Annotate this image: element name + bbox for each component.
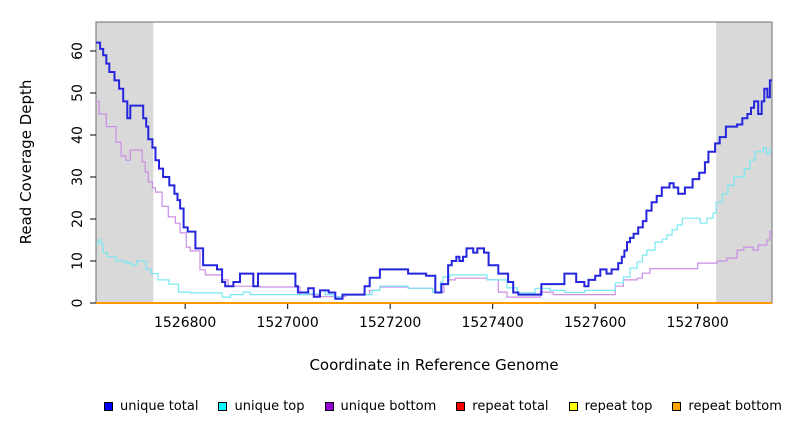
series-line-unique-bottom: [96, 100, 772, 298]
shaded-region-band-1: [716, 22, 772, 303]
legend-label: repeat bottom: [688, 399, 782, 414]
legend-item-unique-top: unique top: [218, 399, 305, 414]
y-tick-label: 40: [70, 126, 86, 144]
series-line-unique-top: [96, 147, 772, 298]
y-tick-label: 60: [70, 42, 86, 60]
legend-label: repeat top: [584, 399, 653, 414]
x-tick-label: 1527200: [358, 315, 422, 331]
legend-item-repeat-total: repeat total: [456, 399, 549, 414]
x-axis-title: Coordinate in Reference Genome: [309, 356, 559, 374]
legend-label: unique top: [234, 399, 305, 414]
legend-item-repeat-bottom: repeat bottom: [672, 399, 782, 414]
series-line-unique-total: [96, 41, 772, 300]
legend-swatch-icon: [568, 402, 578, 411]
y-tick-label: 30: [70, 168, 86, 186]
legend-swatch-icon: [672, 402, 682, 411]
plot-box-border: [95, 21, 773, 304]
legend-swatch-icon: [456, 402, 466, 411]
coverage-chart-canvas: [90, 21, 773, 309]
legend-label: unique total: [120, 399, 199, 414]
legend-swatch-icon: [324, 402, 334, 411]
legend-label: repeat total: [472, 399, 549, 414]
legend-swatch-icon: [104, 402, 113, 411]
y-tick-label: 20: [70, 210, 86, 228]
legend-item-repeat-top: repeat top: [568, 399, 653, 414]
x-tick-label: 1527800: [666, 315, 729, 331]
x-tick-label: 1527000: [256, 315, 319, 331]
y-tick-label: 10: [70, 252, 86, 270]
x-tick-label: 1527400: [461, 315, 524, 331]
chart-legend: unique total unique top unique bottom repea…: [104, 399, 782, 414]
legend-label: unique bottom: [340, 399, 437, 414]
legend-item-unique-bottom: unique bottom: [324, 399, 437, 414]
y-tick-label: 50: [70, 84, 86, 102]
y-axis-title: Read Coverage Depth: [17, 79, 35, 245]
x-tick-label: 1526800: [153, 315, 217, 331]
legend-item-unique-total: unique total: [104, 399, 198, 414]
x-tick-label: 1527600: [563, 315, 627, 331]
y-tick-label: 0: [70, 298, 86, 308]
legend-swatch-icon: [218, 402, 228, 411]
